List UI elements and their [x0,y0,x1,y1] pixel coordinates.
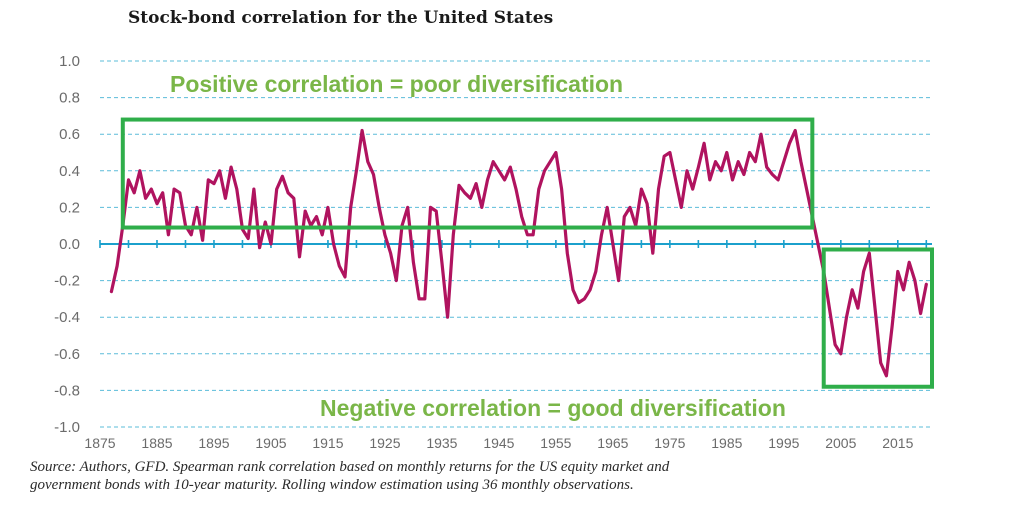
x-tick-label: 1985 [711,435,742,451]
y-tick-label: -1.0 [54,419,80,436]
y-tick-label: -0.8 [54,382,80,399]
x-tick-label: 1995 [768,435,799,451]
x-axis-ticks: 1875 1885 1895 1905 1915 1925 1935 1945 1955 1965… [84,435,913,451]
y-axis-ticks: 1.0 0.8 0.6 0.4 0.2 0.0 -0.2 -0.4 -0.6 -0.8 -1.0 [54,53,80,436]
x-tick-label: 1895 [198,435,229,451]
negative-correlation-annotation: Negative correlation = good diversificat… [320,395,786,421]
x-tick-label: 1885 [141,435,172,451]
x-tick-label: 1925 [369,435,400,451]
y-tick-label: -0.4 [54,309,80,326]
x-tick-label: 2015 [882,435,913,451]
y-tick-label: -0.2 [54,273,80,290]
x-tick-label: 1955 [540,435,571,451]
annotation-boxes [120,117,934,389]
y-tick-label: 1.0 [59,53,80,70]
x-tick-label: 1945 [483,435,514,451]
x-tick-label: 1975 [654,435,685,451]
y-tick-label: 0.0 [59,236,80,253]
zero-axis [99,240,932,248]
y-tick-label: 0.8 [59,90,80,107]
x-tick-label: 1915 [312,435,343,451]
x-tick-label: 1935 [426,435,457,451]
y-tick-label: 0.6 [59,126,80,143]
positive-correlation-box [120,117,815,230]
x-tick-label: 1905 [255,435,286,451]
positive-correlation-annotation: Positive correlation = poor diversificat… [170,71,623,97]
y-tick-label: 0.2 [59,199,80,216]
x-tick-label: 2005 [825,435,856,451]
x-tick-label: 1965 [597,435,628,451]
grid-lines [100,60,932,428]
y-tick-label: 0.4 [59,163,80,180]
source-note-line-2: government bonds with 10-year maturity. … [30,477,634,493]
y-tick-label: -0.6 [54,346,80,363]
source-note-line-1: Source: Authors, GFD. Spearman rank corr… [30,459,670,475]
correlation-series-line [109,128,928,378]
x-tick-label: 1875 [84,435,115,451]
negative-correlation-box [821,247,934,389]
chart-title: Stock-bond correlation for the United St… [128,8,553,28]
